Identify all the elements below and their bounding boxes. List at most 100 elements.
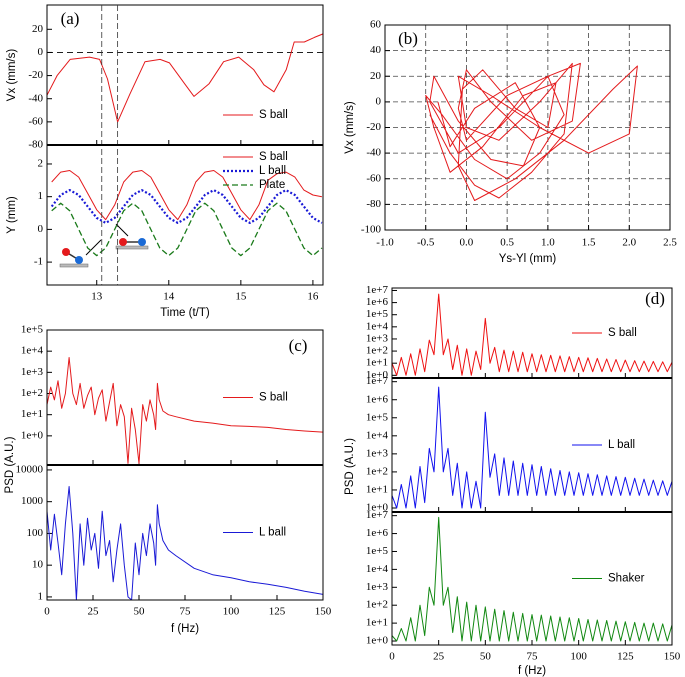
y-tick-label: 1e+2 [21,387,43,399]
x-tick-label: 25 [88,606,100,618]
l-ball-icon [138,238,146,246]
plot-area [392,293,672,376]
panel-label: (b) [398,29,418,48]
x-tick-label: 0 [389,651,395,663]
y-axis-label: Vx (mm/s) [6,49,18,102]
y-tick-label: -20 [366,121,381,133]
x-tick-label: 50 [480,651,492,663]
y-tick-label: 2 [38,158,44,170]
panel-label: (a) [61,9,80,28]
x-axis-label: f (Hz) [518,665,546,677]
data-line [47,33,323,123]
data-line [392,516,672,642]
l-ball-icon [75,256,83,264]
s-ball-icon [119,238,127,246]
y-tick-label: -80 [28,139,43,151]
y-tick-label: 1e+3 [21,366,44,378]
data-line [392,293,672,376]
panel-label: (c) [289,336,308,355]
x-tick-label: 25 [433,651,445,663]
y-tick-label: -40 [366,147,381,159]
y-tick-label: 100 [27,527,44,539]
axes-frame [46,4,324,146]
x-tick-label: -0.5 [417,237,435,249]
y-tick-label: 1e+0 [366,502,389,514]
data-line [50,189,323,224]
data-line [51,170,322,221]
x-tick-label: 125 [269,606,286,618]
x-tick-label: 150 [315,606,332,618]
y-tick-label: 1 [38,590,44,602]
y-tick-label: 0 [38,223,44,235]
y-axis-label: PSD (A.U.) [344,438,356,495]
x-tick-label: 125 [617,651,634,663]
y-tick-label: 1e+6 [366,527,389,539]
x-tick-label: 0 [44,606,50,618]
x-tick-label: -1.0 [376,237,394,249]
data-line [425,62,638,201]
plot-area [392,516,672,642]
y-tick-label: 1e+6 [366,393,389,405]
data-line [51,202,323,257]
legend-label: S ball [259,392,288,404]
x-tick-label: 75 [180,606,192,618]
y-tick-label: -80 [366,198,381,210]
y-tick-label: 1e+1 [366,357,388,369]
s-ball-icon [62,248,70,256]
legend-label: L ball [608,439,635,451]
legend-label: Plate [259,179,285,191]
x-axis-label: Time (t/T) [160,307,210,319]
x-tick-label: 1.5 [582,237,596,249]
x-tick-label: 2.0 [622,237,636,249]
y-tick-label: -40 [28,92,43,104]
legend-label: S ball [259,109,288,121]
y-tick-label: 1e+5 [21,324,44,336]
panel-label: (d) [645,289,665,308]
plot-area [47,357,323,464]
y-tick-label: 1e+7 [366,284,389,296]
y-axis-label: Y (mm) [6,196,18,234]
plate-icon [59,263,89,268]
y-tick-label: 1e+6 [366,296,389,308]
x-tick-label: 100 [223,606,240,618]
y-tick-label: 1e+3 [366,447,389,459]
data-line [47,357,323,464]
panel: -100 -80 -60 -40 -20 0 20 40 60 -1.0 -0.5 0.0 0.5 1.0… [344,19,677,266]
plate-icon [115,245,149,250]
y-tick-label: 1e+0 [21,429,44,441]
y-tick-label: 1e+3 [366,581,389,593]
data-line [392,386,672,509]
y-tick-label: 1e+5 [366,545,389,557]
y-tick-label: -1 [34,256,43,268]
x-tick-label: 1.0 [541,237,555,249]
plot-area [47,486,323,600]
axes-frame [384,24,671,231]
y-tick-label: -20 [28,69,43,81]
arrow [85,239,102,256]
x-tick-label: 14 [163,291,175,303]
y-tick-label: 0 [376,95,382,107]
y-tick-label: 1e+4 [366,320,389,332]
x-axis-label: f (Hz) [171,623,199,635]
y-tick-label: 60 [370,19,382,31]
x-tick-label: 13 [91,291,103,303]
plot-area [425,62,638,201]
y-tick-label: 1e+1 [366,617,388,629]
y-tick-label: 1e+2 [366,465,388,477]
x-tick-label: 100 [570,651,587,663]
y-tick-label: 1e+0 [366,635,389,647]
ball-icon-2 [115,223,149,250]
panel: 1e+01e+11e+21e+31e+41e+51e+61e+7S ball1e… [344,284,681,677]
y-tick-label: -60 [366,172,381,184]
y-tick-label: 20 [370,70,382,82]
x-tick-label: 15 [235,291,247,303]
x-tick-label: 50 [134,606,146,618]
y-tick-label: 1e+5 [366,308,389,320]
x-tick-label: 0.0 [460,237,474,249]
y-tick-label: 1e+4 [366,563,389,575]
y-tick-label: -100 [361,224,382,236]
y-tick-label: 40 [370,44,382,56]
y-tick-label: 1000 [21,495,44,507]
y-tick-label: 1e+2 [366,599,388,611]
